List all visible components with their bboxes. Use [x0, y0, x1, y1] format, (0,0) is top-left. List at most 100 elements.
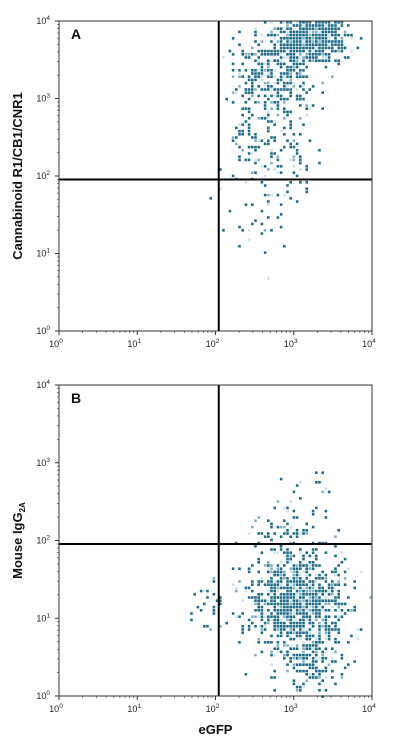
event-point: [295, 589, 299, 593]
event-point: [302, 685, 305, 689]
event-point: [305, 577, 308, 580]
event-point: [327, 586, 331, 590]
event-point: [305, 653, 308, 657]
event-point: [334, 625, 337, 628]
event-point: [305, 673, 308, 676]
event-point: [254, 69, 257, 72]
event-point: [299, 133, 302, 136]
event-point: [267, 193, 270, 197]
event-point: [321, 679, 324, 682]
event-point: [273, 647, 276, 650]
event-point: [340, 40, 344, 43]
event-point: [231, 136, 235, 139]
event-point: [299, 637, 302, 641]
event-point: [254, 625, 257, 628]
event-point: [270, 589, 273, 593]
event-point: [318, 628, 321, 631]
event-point: [270, 676, 273, 679]
event-point: [231, 101, 235, 104]
event-point: [286, 88, 289, 91]
event-point: [238, 129, 241, 133]
event-point: [308, 564, 312, 567]
event-point: [260, 139, 264, 142]
event-point: [263, 628, 267, 631]
event-point: [299, 596, 302, 599]
event-point: [292, 577, 296, 580]
event-point: [270, 101, 273, 104]
event-point: [219, 625, 222, 628]
event-point: [315, 21, 318, 24]
event-point: [308, 634, 312, 638]
event-point: [292, 554, 296, 558]
event-point: [286, 557, 289, 561]
x-tick-label: 103: [284, 338, 298, 349]
event-point: [279, 171, 283, 174]
event-point: [292, 56, 296, 59]
plot-frame: [58, 384, 373, 697]
event-point: [283, 641, 286, 644]
event-points: [190, 471, 372, 698]
event-point: [283, 599, 286, 602]
event-point: [260, 551, 264, 554]
event-point: [273, 625, 276, 628]
event-point: [299, 43, 302, 46]
event-point: [318, 682, 321, 686]
event-point: [350, 634, 353, 638]
event-point: [270, 69, 273, 72]
event-point: [289, 500, 292, 503]
event-point: [295, 484, 299, 487]
event-point: [241, 49, 244, 53]
event-point: [295, 33, 299, 37]
event-point: [292, 155, 296, 158]
event-point: [311, 657, 315, 660]
event-point: [283, 625, 286, 628]
event-point: [324, 669, 328, 673]
event-point: [305, 65, 308, 69]
event-point: [267, 75, 270, 78]
event-point: [302, 660, 305, 663]
event-point: [260, 75, 264, 78]
event-point: [283, 593, 286, 596]
event-point: [283, 612, 286, 615]
event-point: [251, 136, 254, 139]
event-point: [318, 586, 321, 590]
event-point: [311, 602, 315, 606]
event-point: [318, 625, 321, 628]
event-point: [305, 522, 308, 526]
event-point: [279, 625, 283, 628]
event-point: [347, 596, 350, 599]
event-point: [299, 117, 302, 120]
event-point: [273, 653, 276, 657]
event-point: [318, 40, 321, 43]
event-point: [276, 113, 280, 117]
event-point: [273, 43, 276, 46]
event-point: [324, 487, 328, 490]
event-point: [267, 535, 270, 538]
event-point: [311, 641, 315, 644]
event-point: [289, 609, 292, 612]
event-point: [251, 69, 254, 72]
event-point: [305, 113, 308, 117]
event-point: [286, 522, 289, 526]
event-point: [286, 529, 289, 532]
event-point: [283, 126, 286, 130]
event-point: [289, 593, 292, 596]
event-point: [295, 653, 299, 657]
event-point: [321, 589, 324, 593]
event-point: [273, 602, 276, 606]
event-point: [308, 644, 312, 647]
event-point: [257, 641, 260, 644]
panel-letter: A: [71, 26, 81, 42]
event-point: [263, 81, 267, 85]
event-point: [283, 85, 286, 88]
event-point: [247, 88, 251, 91]
event-point: [260, 625, 264, 628]
event-point: [292, 609, 296, 612]
event-point: [334, 33, 337, 37]
event-point: [331, 49, 334, 53]
event-point: [279, 618, 283, 622]
event-point: [254, 27, 257, 30]
event-point: [279, 599, 283, 602]
event-point: [238, 75, 241, 78]
event-point: [267, 615, 270, 618]
